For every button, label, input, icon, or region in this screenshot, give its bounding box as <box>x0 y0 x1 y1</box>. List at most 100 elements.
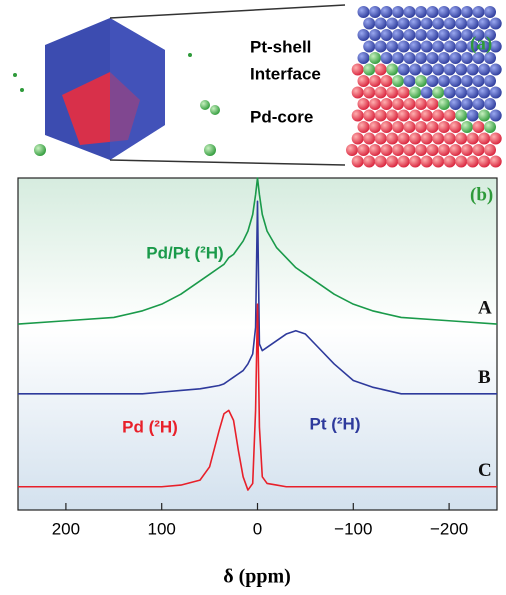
atom <box>415 6 427 18</box>
atom <box>369 75 381 87</box>
zoom-atoms <box>346 6 502 168</box>
atom <box>398 133 410 145</box>
atom <box>450 75 462 87</box>
atom <box>444 41 456 53</box>
atom <box>375 110 387 122</box>
atom <box>392 52 404 64</box>
atom <box>404 144 416 156</box>
atom <box>404 98 416 110</box>
atom <box>438 6 450 18</box>
atom <box>358 6 370 18</box>
atom <box>381 144 393 156</box>
atom <box>369 52 381 64</box>
atom <box>467 110 479 122</box>
atom <box>375 156 387 168</box>
atom <box>438 52 450 64</box>
atom <box>478 133 490 145</box>
atom <box>478 110 490 122</box>
atom <box>421 87 433 99</box>
x-tick-label: −200 <box>430 519 468 538</box>
atom <box>467 156 479 168</box>
atom <box>409 133 421 145</box>
atom <box>352 64 364 76</box>
atom <box>455 18 467 30</box>
atom <box>467 133 479 145</box>
atom <box>200 100 210 110</box>
atom <box>369 29 381 41</box>
series-label: C <box>478 460 492 481</box>
atom <box>455 156 467 168</box>
atom <box>421 156 433 168</box>
atom <box>444 87 456 99</box>
atom <box>432 41 444 53</box>
atom <box>392 29 404 41</box>
atom <box>427 98 439 110</box>
atom <box>478 64 490 76</box>
annotation: Pd/Pt (²H) <box>146 243 223 262</box>
atom <box>358 29 370 41</box>
atom <box>427 6 439 18</box>
atom <box>421 64 433 76</box>
atom <box>392 121 404 133</box>
atom <box>490 64 502 76</box>
atom <box>381 6 393 18</box>
atom <box>432 64 444 76</box>
atom <box>375 133 387 145</box>
label: Interface <box>250 64 321 83</box>
atom <box>444 133 456 145</box>
atom <box>473 6 485 18</box>
atom <box>421 41 433 53</box>
atom <box>363 133 375 145</box>
atom <box>398 18 410 30</box>
atom <box>427 75 439 87</box>
atom <box>352 133 364 145</box>
atom <box>392 6 404 18</box>
atom <box>450 121 462 133</box>
atom <box>455 133 467 145</box>
atom <box>467 87 479 99</box>
atom <box>421 133 433 145</box>
atom <box>13 73 17 77</box>
annotation: Pt (²H) <box>310 414 361 433</box>
atom <box>352 156 364 168</box>
atom <box>404 52 416 64</box>
atom <box>490 18 502 30</box>
atom <box>352 87 364 99</box>
label: Pt-shell <box>250 37 311 56</box>
atom <box>398 110 410 122</box>
atom <box>386 18 398 30</box>
atom <box>473 121 485 133</box>
atom <box>386 87 398 99</box>
atom <box>444 110 456 122</box>
atom <box>409 18 421 30</box>
atom <box>409 41 421 53</box>
atom <box>398 41 410 53</box>
x-axis-label: δ (ppm) <box>223 566 291 588</box>
atom <box>386 156 398 168</box>
atom <box>490 133 502 145</box>
atom <box>415 98 427 110</box>
atom <box>381 121 393 133</box>
atom <box>363 41 375 53</box>
atom <box>409 110 421 122</box>
atom <box>358 52 370 64</box>
atom <box>415 144 427 156</box>
atom <box>444 18 456 30</box>
atom <box>392 144 404 156</box>
zoom-line <box>110 5 345 18</box>
atom <box>427 29 439 41</box>
atom <box>427 52 439 64</box>
atom <box>473 98 485 110</box>
atom <box>404 29 416 41</box>
atom <box>473 144 485 156</box>
atom <box>398 64 410 76</box>
atom <box>386 133 398 145</box>
atom <box>398 87 410 99</box>
atom <box>346 144 358 156</box>
atom <box>369 98 381 110</box>
atom <box>358 144 370 156</box>
atom <box>450 52 462 64</box>
atom <box>352 110 364 122</box>
atom <box>415 75 427 87</box>
atom <box>381 98 393 110</box>
